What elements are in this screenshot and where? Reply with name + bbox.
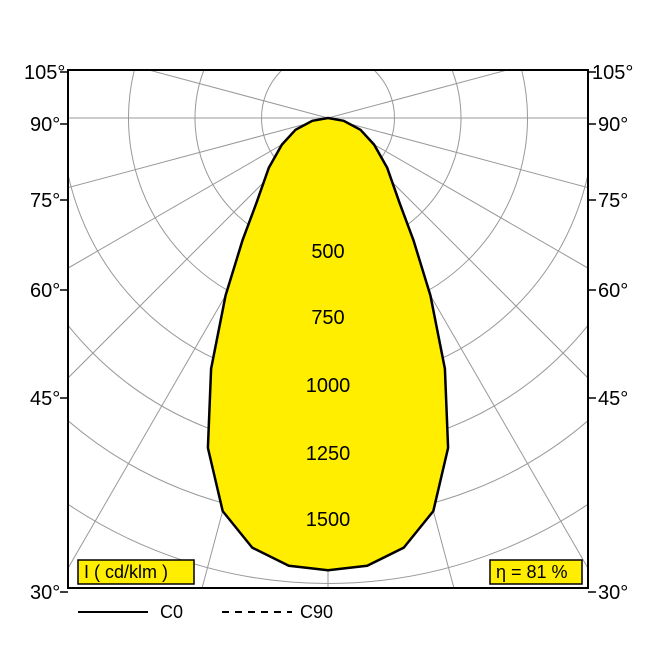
angle-label-left: 90° [30, 114, 60, 136]
radial-label: 1500 [306, 509, 351, 531]
angle-label-right: 90° [598, 114, 628, 136]
angle-label-left: 45° [30, 388, 60, 410]
efficiency-text: η = 81 % [496, 562, 568, 582]
units-text: I ( cd/klm ) [84, 562, 168, 582]
radial-label: 750 [311, 307, 344, 329]
angle-label-right: 60° [598, 280, 628, 302]
angle-label-left: 105° [24, 62, 65, 84]
angle-label-left: 75° [30, 190, 60, 212]
angle-label-left: 60° [30, 280, 60, 302]
angle-label-left: 30° [30, 582, 60, 604]
radial-label: 500 [311, 241, 344, 263]
angle-label-right: 45° [598, 388, 628, 410]
radial-label: 1000 [306, 375, 351, 397]
legend-label-c90: C90 [300, 602, 333, 622]
angle-label-right: 105° [592, 62, 633, 84]
angle-label-right: 75° [598, 190, 628, 212]
radial-label: 1250 [306, 443, 351, 465]
angle-label-right: 30° [598, 582, 628, 604]
legend-label-c0: C0 [160, 602, 183, 622]
